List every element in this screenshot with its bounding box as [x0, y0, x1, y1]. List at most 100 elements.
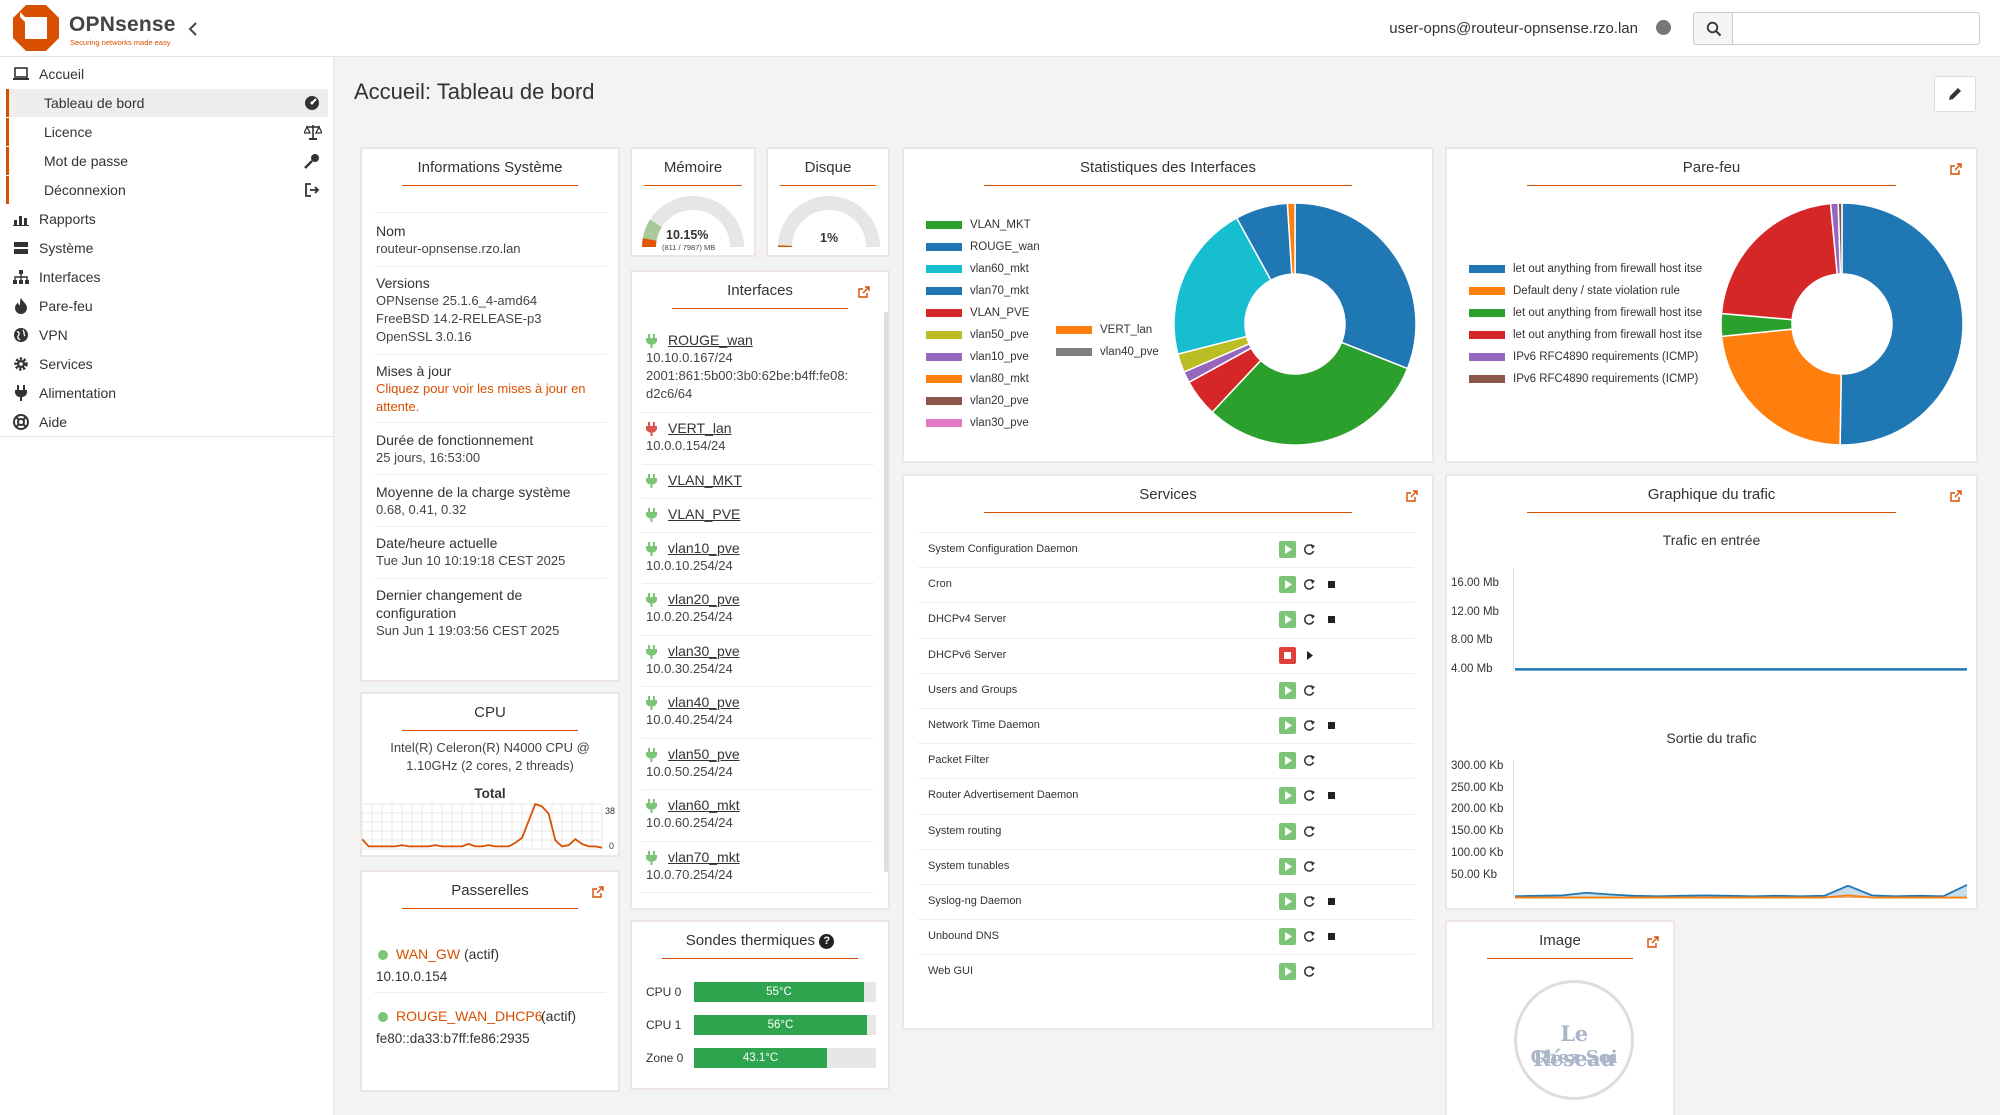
service-restart-icon[interactable] — [1301, 928, 1318, 945]
opnsense-logo[interactable]: OPNsense Securing networks made easy — [12, 4, 182, 54]
service-running-play-icon[interactable] — [1279, 717, 1296, 734]
legend-item[interactable]: Default deny / state violation rule — [1469, 285, 1680, 297]
donut-slice[interactable] — [1286, 202, 1296, 275]
service-stop-icon[interactable] — [1323, 611, 1340, 628]
service-running-play-icon[interactable] — [1279, 541, 1296, 558]
legend-item[interactable]: IPv6 RFC4890 requirements (ICMP) — [1469, 351, 1698, 363]
gateway-name[interactable]: ROUGE_WAN_DHCP6 — [396, 1008, 543, 1024]
legend-item[interactable]: vlan70_mkt — [926, 285, 1029, 297]
sidebar-item-aide[interactable]: Aide — [0, 408, 334, 436]
interface-name-link[interactable]: vlan70_mkt — [668, 848, 740, 865]
sidebar-item-services[interactable]: Services — [0, 350, 334, 378]
service-running-play-icon[interactable] — [1279, 893, 1296, 910]
service-stopped-icon[interactable] — [1279, 646, 1296, 664]
sidebar-item-vpn[interactable]: VPN — [0, 321, 334, 349]
legend-item[interactable]: vlan30_pve — [926, 417, 1029, 429]
interface-name-link[interactable]: vlan20_pve — [668, 591, 740, 607]
legend-item[interactable]: vlan60_mkt — [926, 263, 1029, 275]
service-running-play-icon[interactable] — [1279, 928, 1296, 946]
service-stop-icon[interactable] — [1323, 576, 1340, 593]
service-restart-icon[interactable] — [1301, 823, 1318, 840]
donut-slice[interactable] — [1839, 202, 1964, 446]
interface-name-link[interactable]: VERT_lan — [668, 420, 732, 436]
interface-name-link[interactable]: vlan50_pve — [668, 745, 740, 762]
sidebar-item-systeme[interactable]: Système — [0, 234, 334, 262]
service-restart-icon[interactable] — [1301, 893, 1318, 910]
service-running-play-icon[interactable] — [1279, 611, 1296, 629]
donut-slice[interactable] — [1837, 202, 1843, 275]
service-running-play-icon[interactable] — [1279, 752, 1296, 770]
gateway-name[interactable]: WAN_GW — [396, 946, 461, 962]
updates-link-cont[interactable]: attente. — [376, 399, 420, 414]
service-stop-icon[interactable] — [1323, 928, 1340, 945]
external-link-icon[interactable] — [1647, 936, 1659, 948]
legend-item[interactable]: ROUGE_wan — [926, 241, 1040, 253]
legend-item[interactable]: VLAN_MKT — [926, 219, 1031, 231]
sidebar-item-alimentation[interactable]: Alimentation — [0, 379, 334, 407]
sidebar-item-pare-feu[interactable]: Pare-feu — [0, 292, 334, 320]
status-indicator-icon[interactable] — [1656, 20, 1671, 35]
interface-name-link[interactable]: VLAN_MKT — [668, 471, 742, 488]
service-restart-icon[interactable] — [1301, 541, 1318, 558]
sidebar-item-interfaces[interactable]: Interfaces — [0, 263, 334, 291]
legend-item[interactable]: IPv6 RFC4890 requirements (ICMP) — [1469, 373, 1698, 385]
external-link-icon[interactable] — [1950, 163, 1962, 175]
legend-item[interactable]: let out anything from firewall host itse — [1469, 263, 1702, 275]
external-link-icon[interactable] — [1950, 490, 1962, 502]
legend-item[interactable]: VLAN_PVE — [926, 307, 1029, 319]
service-stop-icon[interactable] — [1323, 893, 1340, 910]
help-icon[interactable]: ? — [819, 933, 835, 949]
interface-name-link[interactable]: vlan40_pve — [668, 694, 740, 710]
donut-slice[interactable] — [1173, 216, 1272, 356]
sidebar-item-accueil[interactable]: Accueil — [0, 60, 334, 88]
scrollbar[interactable] — [884, 312, 888, 872]
service-restart-icon[interactable] — [1301, 858, 1318, 875]
interface-name-link[interactable]: vlan30_pve — [668, 642, 740, 659]
service-running-play-icon[interactable] — [1279, 576, 1296, 594]
edit-dashboard-button[interactable] — [1934, 76, 1976, 112]
service-running-play-icon[interactable] — [1279, 822, 1296, 840]
donut-slice[interactable] — [1211, 341, 1409, 446]
service-restart-icon[interactable] — [1301, 963, 1318, 980]
sidebar-subitem-mot-de-passe[interactable]: Mot de passe — [6, 147, 328, 175]
service-running-play-icon[interactable] — [1279, 963, 1296, 981]
legend-item[interactable]: vlan10_pve — [926, 351, 1029, 363]
sidebar-subitem-tableau-de-bord[interactable]: Tableau de bord — [6, 89, 328, 117]
legend-item[interactable]: vlan20_pve — [926, 395, 1029, 407]
search-input[interactable] — [1732, 12, 1980, 45]
interface-name-link[interactable]: vlan60_mkt — [668, 797, 740, 813]
legend-item[interactable]: VERT_lan — [1056, 324, 1152, 336]
external-link-icon[interactable] — [858, 286, 870, 298]
service-stop-icon[interactable] — [1323, 787, 1340, 804]
legend-item[interactable]: let out anything from firewall host itse — [1469, 329, 1702, 341]
service-restart-icon[interactable] — [1301, 752, 1318, 769]
service-start-icon[interactable] — [1301, 647, 1318, 664]
sidebar-subitem-licence[interactable]: Licence — [6, 118, 328, 146]
legend-item[interactable]: vlan80_mkt — [926, 373, 1029, 385]
search-button[interactable] — [1693, 12, 1733, 45]
service-running-play-icon[interactable] — [1279, 857, 1296, 875]
sidebar-subitem-deconnexion[interactable]: Déconnexion — [6, 176, 328, 204]
collapse-sidebar-chevron-icon[interactable] — [185, 18, 201, 40]
service-restart-icon[interactable] — [1301, 611, 1318, 628]
external-link-icon[interactable] — [1406, 490, 1418, 502]
service-running-play-icon[interactable] — [1279, 681, 1296, 699]
updates-link[interactable]: Cliquez pour voir les mises à jour en — [376, 381, 586, 396]
donut-slice[interactable] — [1294, 202, 1417, 370]
service-stop-icon[interactable] — [1323, 717, 1340, 734]
service-restart-icon[interactable] — [1301, 787, 1318, 804]
service-running-play-icon[interactable] — [1279, 787, 1296, 805]
legend-item[interactable]: vlan40_pve — [1056, 346, 1159, 358]
user-label[interactable]: user-opns@routeur-opnsense.rzo.lan — [1389, 20, 1638, 37]
sidebar-item-rapports[interactable]: Rapports — [0, 205, 334, 233]
interface-name-link[interactable]: vlan10_pve — [668, 539, 740, 556]
legend-item[interactable]: let out anything from firewall host itse — [1469, 307, 1702, 319]
service-restart-icon[interactable] — [1301, 576, 1318, 593]
service-restart-icon[interactable] — [1301, 717, 1318, 734]
external-link-icon[interactable] — [592, 886, 604, 898]
interface-name-link[interactable]: VLAN_PVE — [668, 505, 741, 522]
donut-slice[interactable] — [1720, 202, 1839, 321]
donut-slice[interactable] — [1720, 328, 1842, 446]
legend-item[interactable]: vlan50_pve — [926, 329, 1029, 341]
service-restart-icon[interactable] — [1301, 682, 1318, 699]
